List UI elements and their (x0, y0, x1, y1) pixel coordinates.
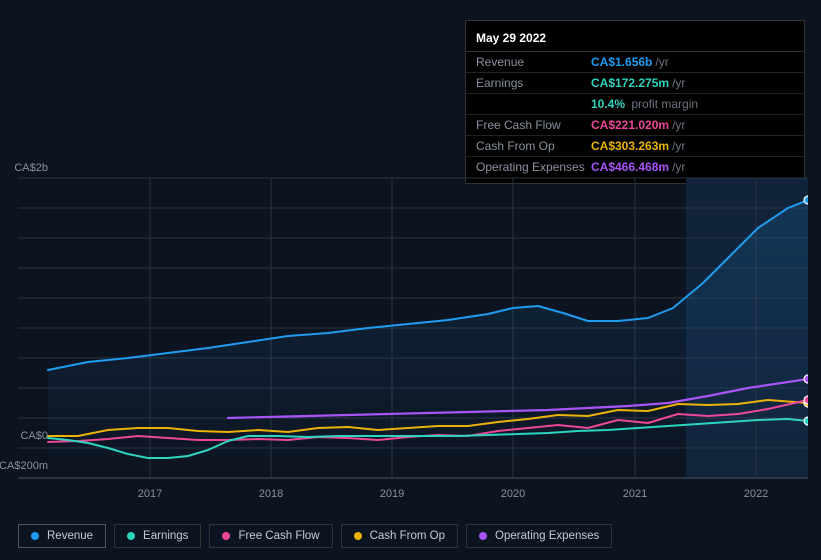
tooltip-metric-label: Free Cash Flow (476, 118, 591, 132)
tooltip-metric-value: CA$221.020m/yr (591, 118, 685, 132)
legend-label: Operating Expenses (495, 530, 599, 542)
tooltip-metric-label: Revenue (476, 55, 591, 69)
legend-label: Free Cash Flow (238, 530, 319, 542)
legend-item-earnings[interactable]: Earnings (114, 524, 201, 548)
legend-item-operating-expenses[interactable]: Operating Expenses (466, 524, 612, 548)
legend-item-cash-from-op[interactable]: Cash From Op (341, 524, 458, 548)
legend-item-free-cash-flow[interactable]: Free Cash Flow (209, 524, 332, 548)
tooltip-metric-label: Cash From Op (476, 139, 591, 153)
tooltip-sub-spacer (476, 97, 591, 111)
tooltip-metric-value: CA$303.263m/yr (591, 139, 685, 153)
tooltip-metric-value: CA$1.656b/yr (591, 55, 669, 69)
legend-label: Earnings (143, 530, 188, 542)
legend-dot-icon (479, 532, 487, 540)
legend-item-revenue[interactable]: Revenue (18, 524, 106, 548)
tooltip-sub-value: 10.4% profit margin (591, 97, 698, 111)
x-axis-label: 2018 (259, 488, 283, 500)
tooltip-metric-label: Earnings (476, 76, 591, 90)
tooltip-date: May 29 2022 (466, 27, 804, 52)
x-axis-label: 2022 (744, 488, 768, 500)
tooltip-row: Free Cash FlowCA$221.020m/yr (466, 115, 804, 136)
tooltip-row: EarningsCA$172.275m/yr (466, 73, 804, 94)
tooltip-row: RevenueCA$1.656b/yr (466, 52, 804, 73)
x-axis-label: 2019 (380, 488, 404, 500)
x-axis-label: 2017 (138, 488, 162, 500)
legend-dot-icon (31, 532, 39, 540)
legend-dot-icon (222, 532, 230, 540)
y-axis-label: -CA$200m (0, 460, 48, 472)
y-axis-label: CA$2b (14, 162, 48, 174)
earnings-revenue-chart[interactable]: CA$2bCA$0-CA$200m 2017201820192020202120… (18, 158, 808, 503)
legend-label: Cash From Op (370, 530, 445, 542)
chart-legend: Revenue Earnings Free Cash Flow Cash From O… (18, 524, 612, 548)
legend-dot-icon (354, 532, 362, 540)
x-axis-label: 2020 (501, 488, 525, 500)
legend-label: Revenue (47, 530, 93, 542)
chart-svg (18, 158, 808, 503)
y-axis-label: CA$0 (20, 430, 48, 442)
legend-dot-icon (127, 532, 135, 540)
tooltip-subrow: 10.4% profit margin (466, 94, 804, 115)
tooltip-row: Cash From OpCA$303.263m/yr (466, 136, 804, 157)
tooltip-metric-value: CA$172.275m/yr (591, 76, 685, 90)
x-axis-label: 2021 (623, 488, 647, 500)
